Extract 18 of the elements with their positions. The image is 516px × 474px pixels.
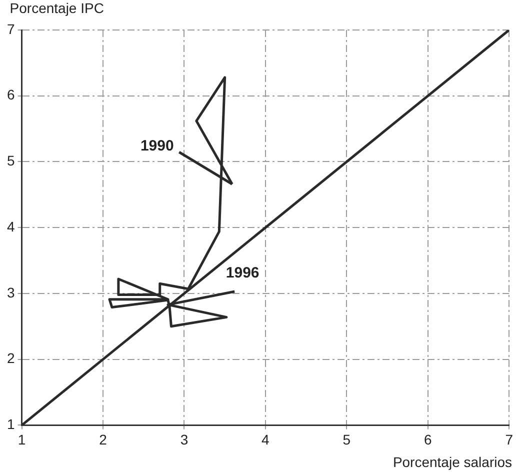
x-axis-title: Porcentaje salarios	[392, 454, 512, 470]
annotation: 1996	[226, 264, 260, 282]
x-tick-label: 2	[99, 431, 108, 448]
x-tick-label: 1	[18, 431, 26, 448]
x-tick-label: 4	[262, 431, 270, 448]
x-tick-label: 7	[505, 431, 514, 448]
annotation: 1990	[140, 137, 174, 154]
y-tick-label: 7	[6, 20, 15, 37]
y-tick-label: 4	[6, 218, 15, 234]
y-tick-label: 5	[6, 152, 15, 169]
y-tick-label: 1	[6, 416, 15, 432]
y-tick-label: 3	[6, 284, 15, 300]
x-tick-label: 6	[424, 431, 432, 448]
y-tick-label: 6	[6, 86, 15, 103]
x-tick-label: 5	[342, 431, 351, 448]
y-axis-title: Porcentaje IPC	[10, 0, 104, 16]
y-tick-label: 2	[6, 350, 15, 366]
x-tick-label: 3	[180, 431, 188, 448]
